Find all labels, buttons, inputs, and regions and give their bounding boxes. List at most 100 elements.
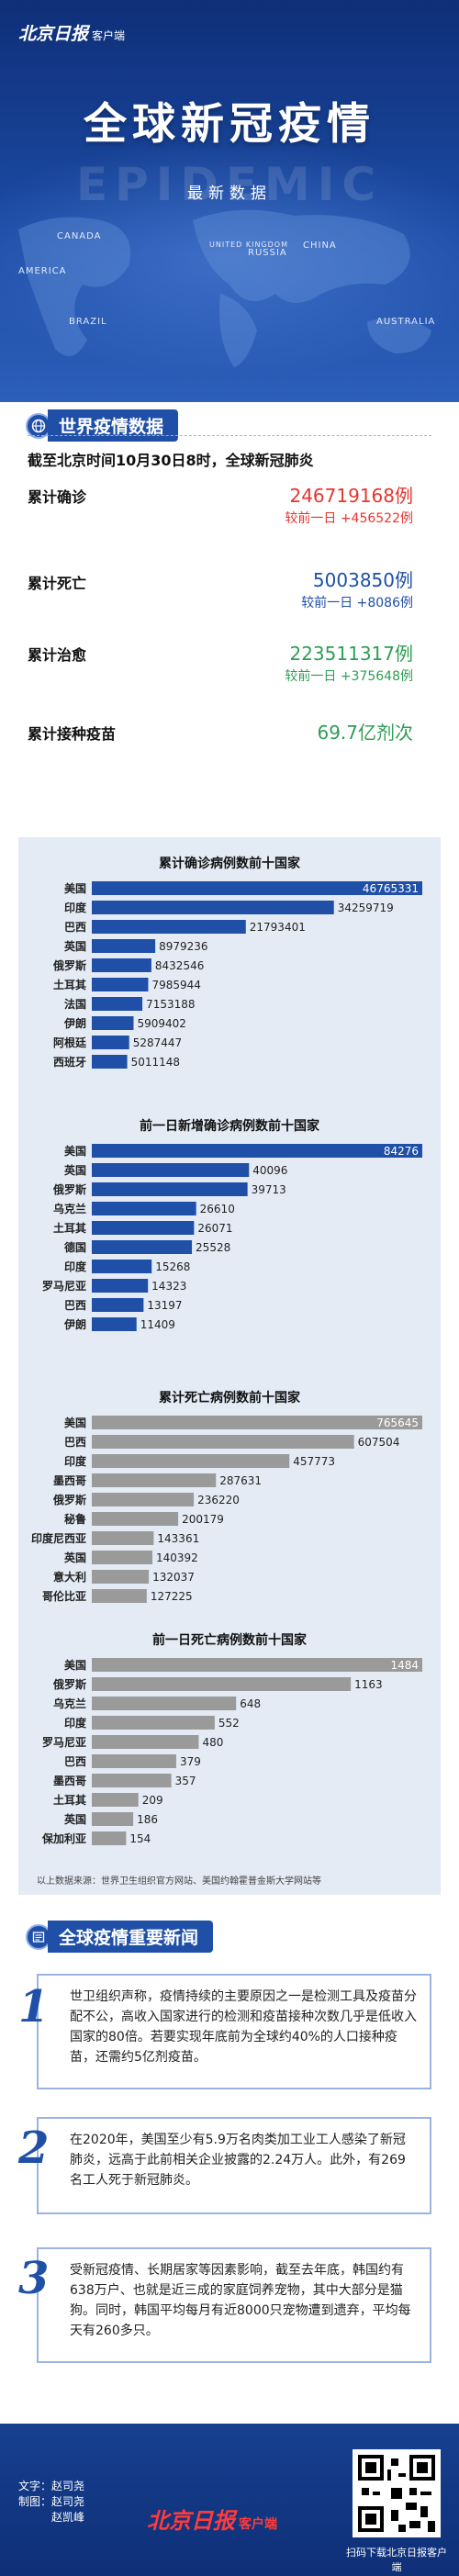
chart-bar [92,1551,153,1564]
chart-category-label: 印度 [64,1716,87,1730]
chart-bar [92,901,334,914]
world-section-header: 世界疫情数据 [26,409,179,442]
chart-category-label: 土耳其 [53,1221,86,1235]
stat-label-confirmed: 累计确诊 [28,488,87,506]
chart-value-label: 7153188 [146,998,195,1011]
chart-bar [92,1512,179,1526]
chart-bar [92,881,422,895]
chart-bar [92,1658,422,1672]
chart-category-label: 墨西哥 [53,1474,86,1487]
chart-bar [92,1735,199,1749]
chart-value-label: 143361 [157,1532,199,1545]
chart-category-label: 德国 [64,1240,86,1254]
chart-category-label: 美国 [64,881,86,895]
chart-value-label: 357 [175,1775,196,1787]
chart-category-label: 哥伦比亚 [42,1589,86,1603]
credit-line: 制图：赵司尧 [18,2495,85,2508]
stat-label-deaths: 累计死亡 [28,575,87,592]
chart-bar [92,1793,139,1807]
chart-title-new-deaths: 前一日死亡病例数前十国家 [152,1633,307,1648]
chart-value-label: 1484 [390,1659,419,1672]
chart-bar [92,1182,248,1196]
chart-value-label: 236220 [197,1494,240,1506]
chart-new-cases: 美国 84276 英国 40096 俄罗斯 39713 乌克兰 26610 土耳其 26071 德国… [42,1144,422,1331]
chart-value-label: 14323 [151,1280,186,1293]
chart-title-cumulative-deaths: 累计死亡病例数前十国家 [159,1391,300,1406]
chart-category-label: 巴西 [64,1436,86,1449]
news-item: 在2020年，美国至少有5.9万名肉类加工业工人感染了新冠肺炎，远高于此前相关企… [37,2117,431,2214]
map-label-australia: AUSTRALIA [376,317,436,327]
as-of-text: 截至北京时间10月30日8时，全球新冠肺炎 [28,452,314,469]
chart-category-label: 印度 [64,1454,87,1468]
chart-value-label: 13197 [147,1299,182,1312]
chart-bar [92,1055,128,1069]
page-title: 全球新冠疫情 [84,99,375,150]
chart-value-label: 379 [180,1755,201,1768]
chart-value-label: 1163 [354,1678,383,1691]
chart-bar [92,1163,250,1177]
qr-code[interactable] [353,2449,441,2537]
chart-category-label: 俄罗斯 [52,958,86,972]
stat-value-deaths: 5003850例 [312,569,413,591]
chart-bar [92,939,156,953]
chart-value-label: 5909402 [137,1017,185,1030]
chart-value-label: 7985944 [151,979,200,991]
chart-bar [92,1036,129,1049]
chart-bar [92,1317,137,1331]
chart-value-label: 15268 [155,1260,190,1273]
chart-title-new-cases: 前一日新增确诊病例数前十国家 [140,1119,319,1134]
map-label-america: AMERICA [18,266,67,276]
map-label-uk: UNITED KINGDOM [209,241,288,249]
chart-bar [92,958,151,972]
credits: 文字：赵司尧 制图：赵司尧 赵凯峰 [18,2479,84,2526]
chart-value-label: 200179 [182,1513,224,1526]
chart-value-label: 46765331 [363,882,419,895]
news-item-number: 1 [18,1981,50,2033]
chart-category-label: 罗马尼亚 [42,1279,86,1293]
chart-bar [92,978,149,991]
stat-value-vaccinated: 69.7亿剂次 [317,722,413,744]
chart-bar [92,1260,152,1273]
chart-value-label: 8432546 [155,959,204,972]
chart-category-label: 伊朗 [63,1317,86,1331]
chart-category-label: 美国 [64,1144,86,1158]
chart-bar [92,1697,237,1710]
chart-value-label: 21793401 [250,921,306,934]
chart-category-label: 墨西哥 [53,1775,86,1787]
data-source-note: 以上数据来源：世界卫生组织官方网站、美国约翰霍普金斯大学网站等 [37,1876,321,1887]
chart-bar [92,1279,149,1293]
chart-category-label: 英国 [64,939,86,953]
credit-line: 文字：赵司尧 [18,2480,85,2492]
map-label-russia: RUSSIA [248,248,287,258]
stat-delta-recovered: 较前一日 +375648例 [285,669,413,684]
chart-bar [92,1221,195,1235]
chart-category-label: 巴西 [64,1299,86,1312]
watermark-text: EPIDEMIC [75,158,384,211]
chart-category-label: 印度 [64,1260,87,1273]
chart-category-label: 俄罗斯 [52,1182,86,1196]
chart-category-label: 俄罗斯 [52,1493,86,1506]
chart-category-label: 印度尼西亚 [31,1531,86,1545]
chart-new-deaths: 美国 1484 俄罗斯 1163 乌克兰 648 印度 552 罗马尼亚 480 巴西 379 墨西哥 3… [41,1658,422,1845]
world-section-title: 世界疫情数据 [48,409,179,442]
stat-value-confirmed: 246719168例 [289,485,413,507]
chart-category-label: 俄罗斯 [52,1677,86,1691]
qr-code-graphic [358,2455,435,2532]
chart-bar [92,1240,193,1254]
news-item-number: 3 [18,2253,50,2304]
credit-line: 赵凯峰 [18,2511,85,2524]
chart-category-label: 法国 [64,997,86,1011]
chart-category-label: 美国 [64,1416,86,1429]
chart-category-label: 秘鲁 [64,1512,86,1526]
chart-value-label: 480 [202,1736,223,1749]
chart-category-label: 乌克兰 [53,1697,86,1710]
section-divider [28,435,431,436]
chart-bar [92,1570,150,1584]
chart-bar [92,1298,144,1312]
chart-value-label: 765645 [376,1417,419,1429]
chart-value-label: 287631 [219,1474,262,1487]
chart-bar [92,1754,176,1768]
chart-value-label: 5287447 [133,1036,182,1049]
chart-value-label: 648 [240,1697,261,1710]
chart-cumulative-deaths: 美国 765645 巴西 607504 印度 457773 墨西哥 287631 俄罗斯 2362… [31,1416,422,1603]
